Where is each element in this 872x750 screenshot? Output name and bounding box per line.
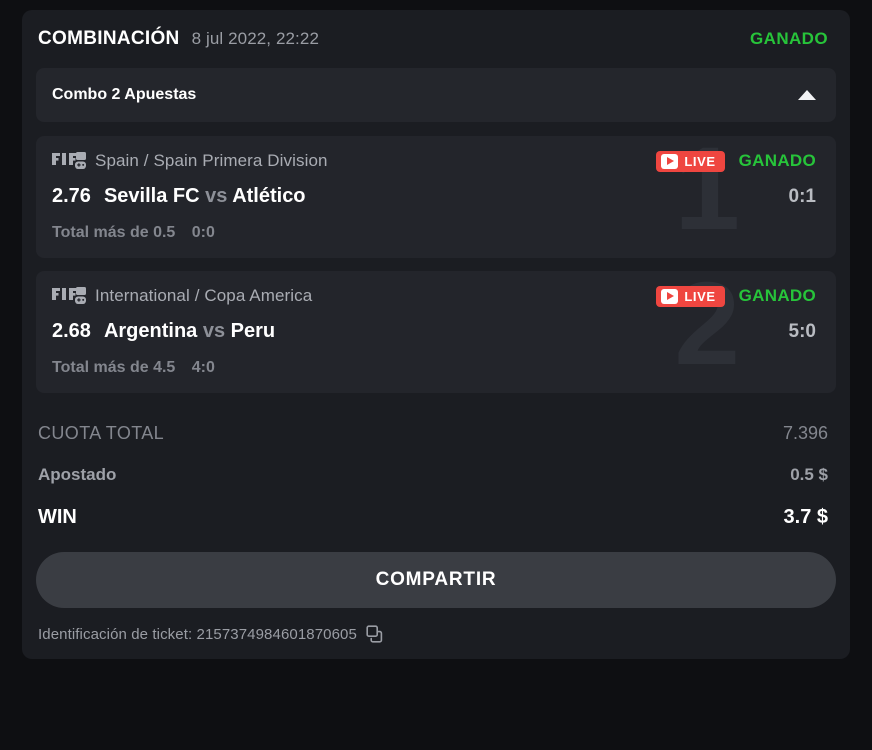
match-score: 5:0: [788, 321, 816, 342]
bet-odds: 2.68: [52, 320, 91, 342]
bet-ticket-card: COMBINACIÓN 8 jul 2022, 22:22 GANADO Com…: [22, 10, 850, 659]
vs-separator: vs: [202, 320, 226, 342]
bet-market-row: Total más de 4.5 4:0: [52, 359, 816, 377]
market-name: Total más de 0.5: [52, 224, 176, 241]
total-odds-value: 7.396: [782, 422, 828, 443]
play-icon: [661, 153, 679, 169]
ticket-id-label: Identificación de ticket: 21573749846018…: [38, 625, 357, 643]
fifa-esports-icon: [52, 150, 86, 172]
win-value: 3.7 $: [783, 505, 828, 528]
summary-row-stake: Apostado 0.5 $: [38, 454, 828, 496]
live-label: LIVE: [684, 153, 716, 169]
market-name: Total más de 4.5: [52, 359, 176, 376]
share-button[interactable]: COMPARTIR: [36, 552, 836, 608]
bet-header-row: Spain / Spain Primera Division LIVE GANA…: [52, 150, 816, 172]
live-badge[interactable]: LIVE: [656, 285, 725, 307]
bet-status-group: LIVE GANADO: [656, 150, 816, 172]
share-section: COMPARTIR: [22, 538, 850, 608]
ticket-header: COMBINACIÓN 8 jul 2022, 22:22 GANADO: [22, 10, 850, 68]
match-score: 0:1: [788, 186, 816, 207]
bet-selection-row: 2.68 Argentina vs Peru 5:0: [52, 320, 816, 343]
bet-status-badge: GANADO: [738, 151, 816, 170]
total-odds-label: CUOTA TOTAL: [38, 422, 165, 443]
summary-row-total-odds: CUOTA TOTAL 7.396: [38, 412, 828, 454]
triangle-up-icon[interactable]: [798, 86, 816, 104]
summary-row-win: WIN 3.7 $: [38, 496, 828, 538]
bet-teams: Argentina vs Peru: [104, 320, 275, 343]
bet-status-group: LIVE GANADO: [656, 285, 816, 307]
play-icon: [661, 288, 679, 304]
ticket-summary: CUOTA TOTAL 7.396 Apostado 0.5 $ WIN 3.7…: [22, 406, 850, 538]
team-home: Argentina: [103, 320, 198, 342]
live-label: LIVE: [684, 288, 716, 304]
league-name: International / Copa America: [95, 286, 313, 305]
bet-status-badge: GANADO: [738, 286, 816, 305]
ticket-date: 8 jul 2022, 22:22: [191, 29, 319, 48]
live-badge[interactable]: LIVE: [656, 150, 725, 172]
bet-odds: 2.76: [52, 185, 91, 207]
team-away: Peru: [230, 320, 276, 342]
team-home: Sevilla FC: [103, 185, 200, 207]
page-title: COMBINACIÓN: [38, 28, 180, 49]
bet-selection-row: 2.76 Sevilla FC vs Atlético 0:1: [52, 185, 816, 208]
status-badge: GANADO: [750, 29, 828, 48]
copy-icon[interactable]: [366, 625, 384, 643]
team-away: Atlético: [232, 185, 306, 207]
bet-market-row: Total más de 0.5 0:0: [52, 224, 816, 242]
market-score: 0:0: [191, 224, 215, 241]
bet-header-row: International / Copa America LIVE GANADO: [52, 285, 816, 307]
fifa-esports-icon: [52, 285, 86, 307]
bet-teams: Sevilla FC vs Atlético: [104, 185, 306, 208]
stake-value: 0.5 $: [790, 465, 828, 484]
vs-separator: vs: [205, 185, 228, 207]
market-score: 4:0: [191, 359, 215, 376]
win-label: WIN: [38, 505, 77, 528]
bet-item[interactable]: 2: [36, 271, 836, 393]
stake-label: Apostado: [38, 465, 117, 484]
league-name: Spain / Spain Primera Division: [95, 151, 328, 170]
combo-label: Combo 2 Apuestas: [52, 86, 197, 103]
bet-item[interactable]: 1: [36, 136, 836, 258]
combo-collapse-bar[interactable]: Combo 2 Apuestas: [36, 68, 836, 122]
bet-list: 1: [22, 122, 850, 393]
ticket-footer: Identificación de ticket: 21573749846018…: [22, 608, 850, 659]
